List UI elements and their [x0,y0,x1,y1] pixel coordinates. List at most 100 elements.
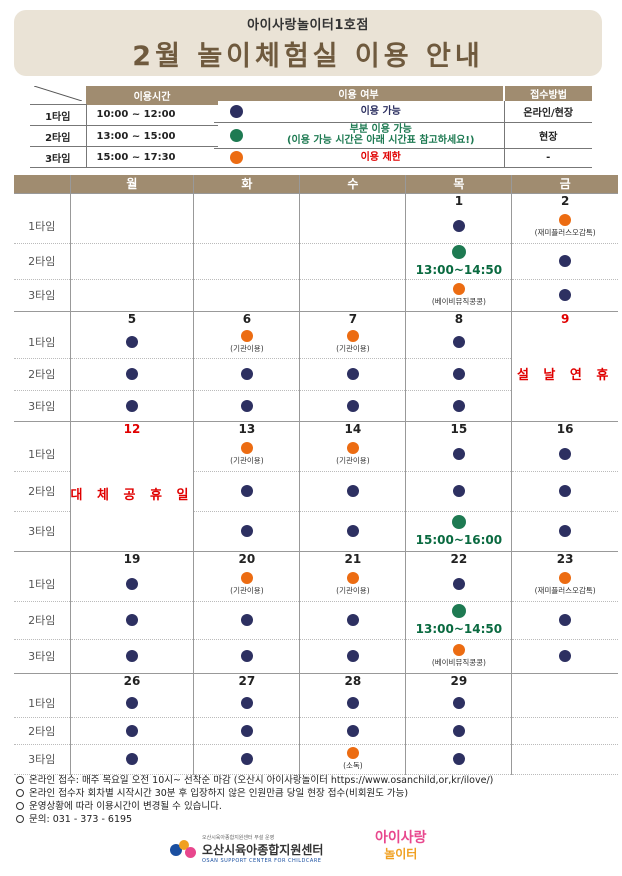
slot-cell [193,279,300,312]
available-dot-icon [559,447,572,460]
slot-note: (기관이용) [230,344,264,354]
available-dot-icon [559,650,572,662]
slot-note: (기관이용) [230,455,264,465]
slot-cell [193,744,300,775]
legend-text: 이용 가능 [258,101,504,123]
available-dot-icon [346,399,359,412]
slot-label: 3타임 [14,639,70,674]
date-row-label [14,310,70,327]
slot-cell: 13:00~14:50 [405,243,512,280]
available-dot-icon [452,753,465,765]
legend-header-method: 접수방법 [503,86,592,101]
slot-cell [299,390,406,422]
date-number [511,672,618,689]
date-row: 19 20 21 22 23 [14,550,618,567]
date-number: 13 [193,420,300,437]
available-dot-icon [559,614,572,626]
slot-label: 1타임 [14,567,70,602]
restricted-dot-icon [346,747,359,759]
slot-cell [299,358,406,391]
slot-cell [405,471,512,512]
slot-cell: (기관이용) [193,327,300,359]
slot-label: 3타임 [14,279,70,312]
available-dot-icon [125,614,138,626]
circle-bullet-icon [16,789,24,797]
slot-note: (기관이용) [336,344,370,354]
slot-note: (재미플러스오감톡) [534,585,596,595]
brand-line1: 아이사랑 [375,830,427,846]
note-item: 온라인 접수: 매주 목요일 오전 10시~ 선착순 마감 (오산시 아이사랑놀… [16,774,493,787]
slot-cell [511,471,618,512]
slot-cell: 13:00~14:50 [405,601,512,640]
slot-cell [193,639,300,674]
slot-cell [193,471,300,512]
date-number: 22 [405,550,512,567]
date-number: 16 [511,420,618,437]
date-number: 9 [511,310,618,327]
date-number: 21 [299,550,406,567]
session-name: 2타임 [30,125,86,147]
date-number: 5 [69,310,194,327]
date-number: 27 [193,672,300,689]
calendar-corner [14,175,70,193]
slot-label: 2타임 [14,717,70,745]
slot-cell [511,639,618,674]
restricted-dot-icon [452,644,465,656]
page-title: 2월 놀이체험실 이용 안내 [132,41,484,72]
partial-time: 13:00~14:50 [415,263,503,277]
restricted-dot-icon [240,441,253,454]
slot-cell: (기관이용) [299,567,406,602]
slot-cell [511,279,618,312]
slot-label: 3타임 [14,744,70,775]
legend-text-sub: (이용 가능 시간은 아래 시간표 참고하세요!) [286,135,475,146]
slot-note: (베이비뮤직콩콩) [431,297,486,306]
slot-cell [193,511,300,552]
date-row-label [14,550,70,567]
partial-dot-icon [229,128,243,142]
diagonal-line-icon [33,85,83,102]
available-dot-icon [452,696,465,709]
org-eng-name: OSAN SUPPORT CENTER FOR CHILDCARE [202,858,322,864]
slot-note: (소독) [343,761,363,770]
day-header: 금 [511,175,618,193]
date-number: 23 [511,550,618,567]
slot-label: 1타임 [14,327,70,359]
slot-cell: 15:00~16:00 [405,511,512,552]
slot-cell [405,689,512,718]
available-dot-icon [240,368,253,380]
note-item: 온라인 접수자 회차별 시작시간 30분 후 입장하지 않은 인원만큼 당일 현… [16,787,493,800]
available-dot-icon [452,368,465,380]
slot-cell [511,744,618,775]
available-dot-icon [559,485,572,497]
day-header: 목 [405,175,512,193]
restricted-dot-icon [346,571,359,584]
date-number: 15 [405,420,512,437]
slot-cell [405,327,512,359]
slot-cell [193,601,300,640]
slot-cell [193,358,300,391]
slot-label: 2타임 [14,471,70,512]
session-name: 3타임 [30,146,86,168]
org-logo: 오산시육아종합지원센터 부설 운영 오산시육아종합지원센터 OSAN SUPPO… [170,834,323,864]
date-number: 29 [405,672,512,689]
session-time: 15:00 ~ 17:30 [85,146,218,168]
restricted-dot-icon [346,330,359,343]
slot-cell [69,717,194,745]
legend-method: 현장 [503,122,592,149]
date-number: 7 [299,310,406,327]
legend-text: 부분 이용 가능 [349,124,412,135]
available-dot-icon [346,368,359,380]
available-dot-icon [240,650,253,662]
date-row-label [14,420,70,437]
date-number: 26 [69,672,194,689]
partial-dot-icon [451,515,466,529]
slot-cell: (기관이용) [299,437,406,472]
day-header: 월 [69,175,194,193]
available-dot-icon [452,399,465,412]
slot-cell [69,567,194,602]
restricted-dot-icon [229,151,243,164]
slot-cell: (기관이용) [193,437,300,472]
slot-cell [405,358,512,391]
slot-cell: (재미플러스오감톡) [511,209,618,244]
